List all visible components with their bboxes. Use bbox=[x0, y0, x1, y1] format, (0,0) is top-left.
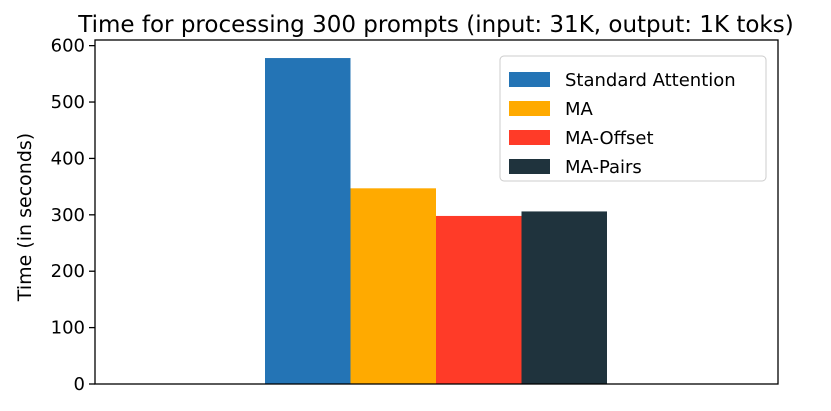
legend-label: MA bbox=[565, 99, 594, 120]
bar-ma bbox=[350, 188, 436, 384]
y-tick-label: 300 bbox=[51, 205, 85, 226]
bar-standard-attention bbox=[265, 58, 351, 385]
legend-label: MA-Offset bbox=[565, 128, 654, 149]
legend-swatch bbox=[509, 72, 550, 87]
legend-frame bbox=[499, 55, 767, 182]
y-tick-label: 400 bbox=[51, 148, 85, 169]
legend-swatch bbox=[509, 101, 550, 116]
y-tick-label: 0 bbox=[74, 374, 85, 395]
axes-frame bbox=[94, 39, 779, 385]
legend: Standard Attention MA MA-Offset MA-Pairs bbox=[499, 55, 767, 182]
bar-ma-offset bbox=[436, 215, 522, 384]
y-axis-label: Time (in seconds) bbox=[14, 133, 36, 302]
bar-ma-pairs bbox=[521, 211, 607, 384]
chart-title: Time for processing 300 prompts (input: … bbox=[77, 12, 793, 38]
legend-swatch bbox=[509, 159, 550, 174]
legend-label: MA-Pairs bbox=[565, 157, 642, 178]
y-tick-label: 600 bbox=[51, 36, 85, 57]
plot-area: 0 100 200 300 400 500 600 bbox=[51, 36, 779, 395]
y-tick-label: 500 bbox=[51, 92, 85, 113]
y-tick-label: 100 bbox=[51, 318, 85, 339]
legend-label: Standard Attention bbox=[565, 70, 736, 91]
y-tick-label: 200 bbox=[51, 261, 85, 282]
legend-swatch bbox=[509, 130, 550, 145]
